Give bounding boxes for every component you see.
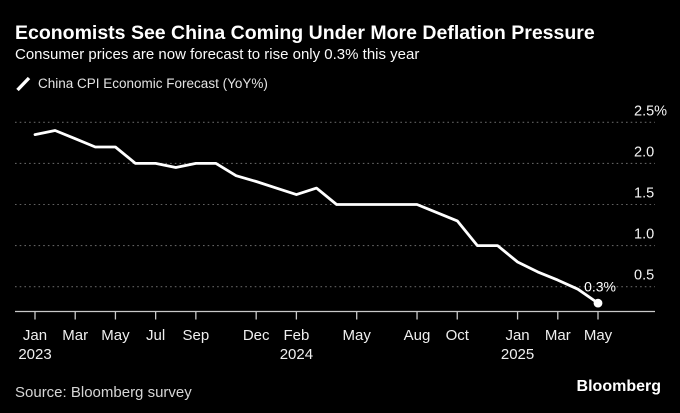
x-axis-label: Aug xyxy=(404,327,431,344)
x-axis-label: Jul xyxy=(146,327,165,344)
year-label: 2024 xyxy=(280,346,313,363)
y-axis-label: 2.5% xyxy=(634,103,667,119)
x-axis-label: Mar xyxy=(545,327,571,344)
x-axis-label: Oct xyxy=(446,327,470,344)
line-series-icon xyxy=(16,76,31,92)
end-point-marker xyxy=(593,298,603,308)
x-axis-label: May xyxy=(584,327,613,344)
x-axis-label: Jan xyxy=(505,327,529,344)
y-axis-label: 0.5 xyxy=(634,268,654,284)
x-axis-label: Jan xyxy=(23,327,47,344)
x-axis-label: May xyxy=(343,327,372,344)
line-series xyxy=(33,129,600,305)
year-label: 2023 xyxy=(18,346,51,363)
x-axis-label: Dec xyxy=(243,327,270,344)
bloomberg-logo: Bloomberg xyxy=(576,378,661,395)
x-axis-label: May xyxy=(101,327,130,344)
legend-series-label: China CPI Economic Forecast (YoY%) xyxy=(38,76,268,92)
source-note: Source: Bloomberg survey xyxy=(15,384,192,401)
y-axis-label: 2.0 xyxy=(634,144,654,160)
y-axis-label: 1.5 xyxy=(634,186,654,202)
legend: China CPI Economic Forecast (YoY%) xyxy=(16,76,268,92)
year-label: 2025 xyxy=(501,346,534,363)
x-axis-label: Mar xyxy=(62,327,88,344)
x-axis-label: Sep xyxy=(183,327,210,344)
x-axis-label: Feb xyxy=(283,327,309,344)
chart-title: Economists See China Coming Under More D… xyxy=(15,22,595,44)
y-axis-label: 1.0 xyxy=(634,227,654,243)
chart-subtitle: Consumer prices are now forecast to rise… xyxy=(15,46,420,63)
end-point-value-label: 0.3% xyxy=(584,279,616,295)
